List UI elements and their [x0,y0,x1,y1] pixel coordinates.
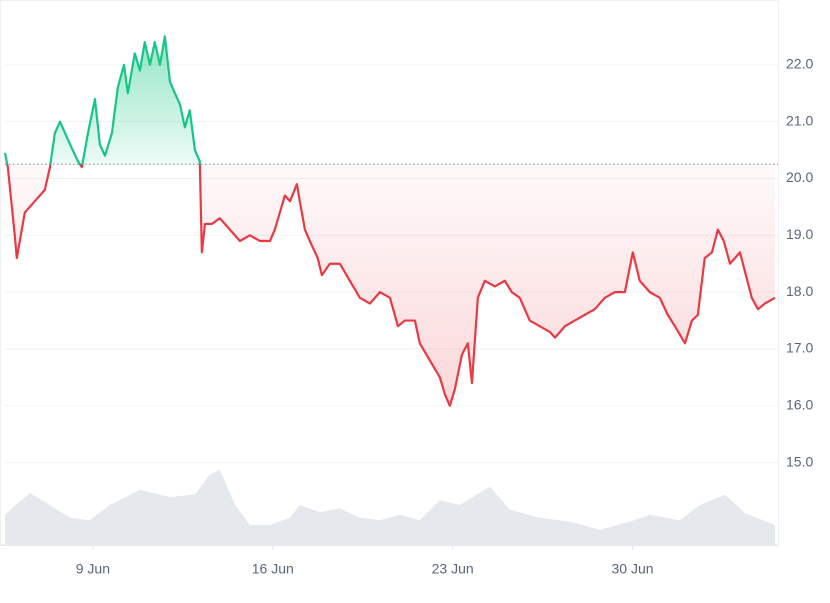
y-tick-label: 21.0 [786,112,813,128]
baseline-area [5,36,775,406]
x-tick-label: 16 Jun [252,561,294,577]
y-tick-label: 22.0 [786,56,813,72]
price-line [3,35,776,407]
x-tick-label: 23 Jun [432,561,474,577]
x-tick-label: 9 Jun [76,561,110,577]
y-tick-label: 19.0 [786,226,813,242]
y-tick-label: 18.0 [786,283,813,299]
y-tick-label: 16.0 [786,396,813,412]
y-tick-label: 15.0 [786,453,813,469]
y-tick-label: 20.0 [786,169,813,185]
x-tick-label: 30 Jun [612,561,654,577]
volume-area [5,469,775,545]
y-tick-label: 17.0 [786,340,813,356]
